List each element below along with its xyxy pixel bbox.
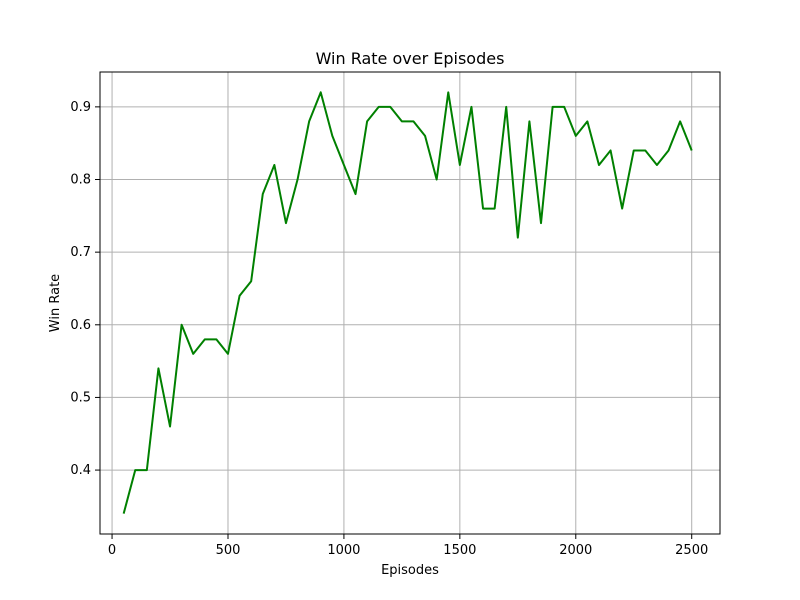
y-tick-label: 0.6 — [70, 318, 91, 333]
chart-title: Win Rate over Episodes — [316, 49, 505, 68]
plot-area-background — [100, 72, 720, 534]
x-tick-label: 500 — [216, 543, 241, 558]
win-rate-line — [122, 91, 693, 514]
x-tick-label: 2500 — [675, 543, 708, 558]
y-tick-label: 0.9 — [70, 100, 91, 115]
data-series — [122, 91, 693, 514]
y-tick-label: 0.5 — [70, 390, 91, 405]
x-axis-label: Episodes — [381, 563, 439, 578]
x-tick-label: 1000 — [327, 543, 360, 558]
x-tick-label: 1500 — [443, 543, 476, 558]
axis-ticks: 0 500 1000 1500 2000 2500 0.4 0.5 0.6 0.7 0.8 0.9 — [70, 100, 708, 558]
y-axis-label: Win Rate — [48, 274, 63, 332]
x-tick-label: 2000 — [559, 543, 592, 558]
y-tick-label: 0.7 — [70, 245, 91, 260]
y-tick-label: 0.4 — [70, 463, 91, 478]
x-tick-label: 0 — [108, 543, 116, 558]
plot-frame — [99, 71, 721, 535]
y-tick-label: 0.8 — [70, 173, 91, 188]
